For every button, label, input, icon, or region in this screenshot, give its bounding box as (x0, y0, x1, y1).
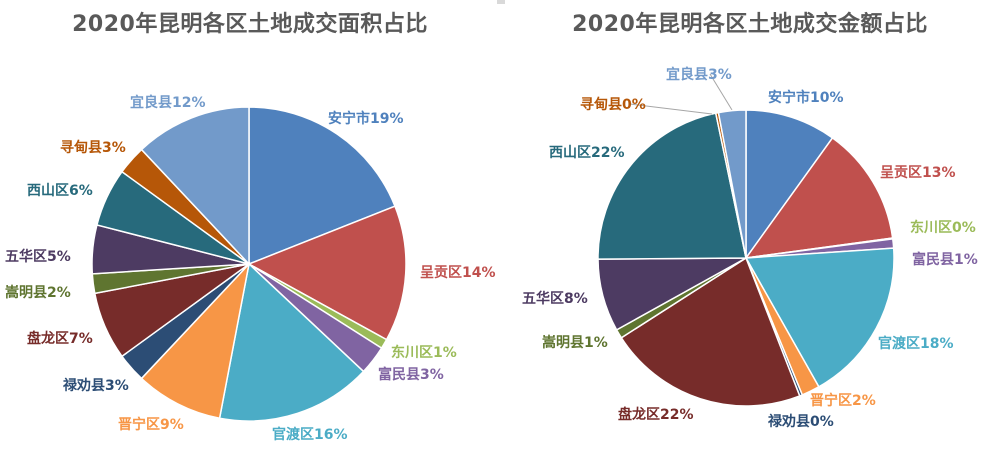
leader-line (629, 103, 713, 115)
slice-label: 禄劝县0% (768, 413, 834, 430)
pie-slice (717, 109, 747, 259)
slice-label: 东川区0% (910, 219, 976, 236)
slice-label: 宜良县3% (666, 66, 732, 83)
slice-label: 寻甸县3% (60, 139, 126, 156)
chart-title-area-share: 2020年昆明各区土地成交面积占比 (72, 12, 428, 37)
slice-label: 安宁市10% (768, 89, 844, 106)
slice-label: 嵩明县1% (542, 334, 608, 351)
pie-slice (247, 205, 407, 341)
pie-slice (745, 109, 834, 261)
slice-label: 富民县3% (378, 366, 444, 383)
slice-label: 西山区6% (27, 183, 93, 199)
pie-slice (218, 262, 365, 422)
slice-label: 官渡区16% (272, 426, 348, 443)
pie-slice (744, 136, 894, 259)
slice-label: 东川区1% (391, 344, 457, 361)
slice-label: 嵩明县2% (5, 284, 71, 301)
slice-label: 盘龙区7% (27, 330, 93, 347)
slice-label: 五华区8% (522, 290, 588, 307)
slice-label: 富民县1% (912, 251, 978, 268)
top-divider-mark (497, 0, 505, 4)
slice-label: 晋宁区2% (810, 392, 876, 409)
slice-label: 禄劝县3% (63, 377, 129, 394)
slice-label: 西山区22% (549, 145, 625, 161)
slice-label: 呈贡区13% (880, 165, 956, 181)
pie-slice (744, 247, 895, 388)
slice-label: 盘龙区22% (618, 406, 694, 423)
slice-label: 呈贡区14% (420, 265, 496, 281)
pie-slice (248, 106, 396, 266)
pie-slice (140, 106, 250, 266)
pie-slice (140, 261, 251, 420)
pie-amount-share: 安宁市10% 呈贡区13% 东川区0% 富民县1% 官渡区18% 晋宁区2% 禄劝县0% 盘龙… (522, 66, 978, 430)
slice-label: 寻甸县0% (580, 96, 646, 113)
slice-label: 晋宁区9% (118, 416, 184, 433)
pie-slice (597, 112, 747, 260)
slice-label: 官渡区18% (878, 335, 954, 352)
pie-slice (620, 256, 801, 407)
leader-line (709, 73, 733, 111)
pie-area-share: 安宁市19% 呈贡区14% 东川区1% 富民县3% 官渡区16% 晋宁区9% 禄劝县3% 盘龙… (5, 94, 496, 443)
slice-label: 安宁市19% (328, 110, 404, 127)
slice-label: 五华区5% (5, 248, 71, 265)
slice-label: 宜良县12% (130, 94, 206, 111)
chart-title-amount-share: 2020年昆明各区土地成交金额占比 (572, 12, 928, 37)
